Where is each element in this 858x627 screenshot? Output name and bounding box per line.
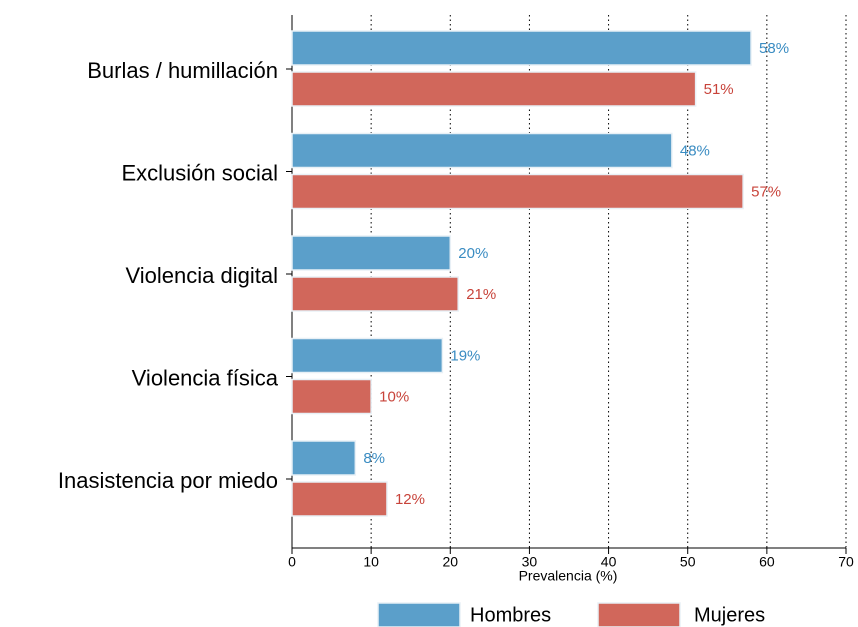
bar <box>291 440 357 476</box>
bar <box>291 30 752 66</box>
x-tick-label: 70 <box>838 554 854 570</box>
legend-label: Mujeres <box>694 604 765 626</box>
y-tick-label: Violencia digital <box>126 263 278 288</box>
value-label: 12% <box>395 491 425 508</box>
x-tick-label: 0 <box>288 554 296 570</box>
value-label: 57% <box>751 183 781 200</box>
y-tick-label: Exclusión social <box>121 160 278 185</box>
bar <box>291 235 452 271</box>
y-tick-label: Inasistencia por miedo <box>58 468 278 493</box>
value-label: 8% <box>363 450 385 467</box>
value-label: 10% <box>379 388 409 405</box>
x-tick-label: 20 <box>442 554 458 570</box>
x-tick-label: 50 <box>680 554 696 570</box>
legend-swatch <box>597 602 681 627</box>
value-label: 58% <box>759 40 789 57</box>
bar <box>291 71 697 107</box>
bar <box>291 276 459 312</box>
x-tick-label: 60 <box>759 554 775 570</box>
x-tick-label: 30 <box>522 554 538 570</box>
bar <box>291 378 372 415</box>
y-tick-label: Violencia física <box>132 365 279 390</box>
x-axis-label: Prevalencia (%) <box>519 568 618 584</box>
bar <box>291 337 444 374</box>
bar <box>291 132 673 169</box>
value-label: 48% <box>680 142 710 159</box>
legend-label: Hombres <box>470 604 551 626</box>
value-label: 20% <box>458 245 488 262</box>
bar <box>291 481 388 517</box>
y-tick-label: Burlas / humillación <box>87 58 278 83</box>
value-label: 21% <box>466 286 496 303</box>
legend-swatch <box>377 602 461 627</box>
bar <box>291 173 744 210</box>
value-label: 51% <box>704 81 734 98</box>
x-tick-label: 10 <box>363 554 379 570</box>
x-tick-label: 40 <box>601 554 617 570</box>
value-label: 19% <box>450 347 480 364</box>
